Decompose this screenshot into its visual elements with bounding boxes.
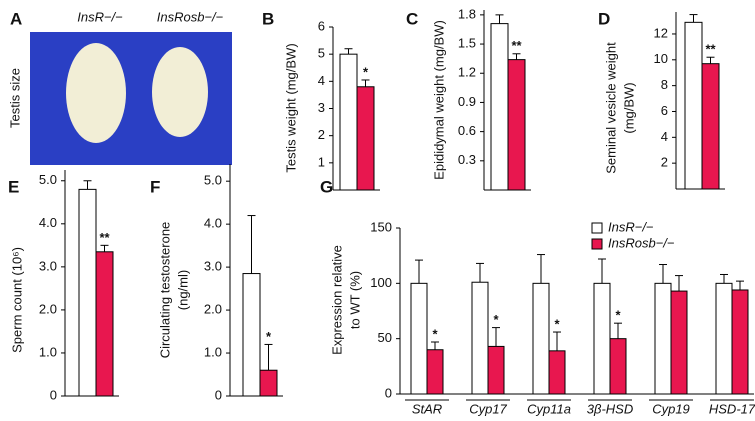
significance-mark: ** xyxy=(705,42,716,57)
y-tick-label: 8 xyxy=(661,77,668,92)
y-tick-label: 1.5 xyxy=(458,35,476,50)
bar xyxy=(78,188,97,397)
y-tick-label: 50 xyxy=(378,330,392,345)
y-tick-label: 0.6 xyxy=(458,123,476,138)
legend-label: InsRosb−/− xyxy=(608,235,675,250)
bar xyxy=(609,338,627,395)
y-tick-label: 0 xyxy=(50,387,57,402)
column-label: InsRosb−/− xyxy=(157,9,224,24)
significance-mark: ** xyxy=(511,38,522,53)
significance-mark: * xyxy=(615,308,621,323)
y-tick-label: 12 xyxy=(654,25,668,40)
y-tick-label: 6 xyxy=(661,103,668,118)
bar xyxy=(593,282,611,395)
significance-mark: * xyxy=(554,316,560,331)
panel-label: G xyxy=(320,177,333,196)
y-tick-label: 4 xyxy=(318,73,325,88)
significance-mark: * xyxy=(266,329,272,344)
x-tick-label: Cyp11a xyxy=(527,401,571,416)
y-tick-label: 10 xyxy=(654,51,668,66)
photo-ylabel: Testis size xyxy=(7,68,22,128)
bar xyxy=(507,59,526,191)
y-axis-label: Sperm count (10⁶) xyxy=(9,247,24,353)
significance-mark: * xyxy=(363,64,369,79)
bar xyxy=(654,282,672,395)
bar xyxy=(471,281,489,395)
bar xyxy=(532,282,550,395)
panel-label: F xyxy=(150,177,160,196)
y-axis-label: Circulating testosterone xyxy=(157,222,172,359)
panel-label: A xyxy=(10,9,22,28)
y-tick-label: 100 xyxy=(370,275,392,290)
y-tick-label: 0 xyxy=(385,385,392,400)
significance-mark: * xyxy=(432,326,438,341)
y-tick-label: 6 xyxy=(318,18,325,33)
y-tick-label: 5.0 xyxy=(204,173,222,188)
y-axis-label: Expression relative xyxy=(329,245,344,355)
panel-label: C xyxy=(406,9,418,28)
bar xyxy=(490,23,509,191)
bar xyxy=(701,63,720,190)
y-axis-label: Epididymal weight (mg/BW) xyxy=(431,20,446,180)
y-axis-label: (ng/ml) xyxy=(175,270,190,310)
legend-swatch xyxy=(591,222,603,234)
x-tick-label: StAR xyxy=(412,401,442,416)
column-label: InsR−/− xyxy=(77,9,123,24)
y-tick-label: 3 xyxy=(318,100,325,115)
bar xyxy=(715,282,733,395)
y-tick-label: 3.0 xyxy=(204,259,222,274)
x-tick-label: 3β-HSD xyxy=(587,401,633,416)
x-tick-label: Cyp17 xyxy=(469,401,507,416)
bar xyxy=(731,289,749,395)
y-tick-label: 150 xyxy=(370,219,392,234)
x-tick-label: HSD-17 xyxy=(709,401,755,416)
photo-testis xyxy=(66,43,126,143)
y-tick-label: 2 xyxy=(661,155,668,170)
bar xyxy=(95,251,114,397)
bar xyxy=(339,53,358,191)
y-tick-label: 0.3 xyxy=(458,152,476,167)
bar xyxy=(548,350,566,395)
y-tick-label: 1 xyxy=(318,154,325,169)
bar xyxy=(684,21,703,190)
y-axis-label: (mg/BW) xyxy=(621,82,636,133)
y-tick-label: 0 xyxy=(215,387,222,402)
x-tick-label: Cyp19 xyxy=(652,401,690,416)
bar xyxy=(487,345,505,395)
panel-label: E xyxy=(8,177,19,196)
bar xyxy=(410,282,428,395)
y-tick-label: 2 xyxy=(318,127,325,142)
y-tick-label: 3.0 xyxy=(39,258,57,273)
bar xyxy=(259,369,278,397)
y-tick-label: 4.0 xyxy=(39,215,57,230)
significance-mark: * xyxy=(493,312,499,327)
legend-swatch xyxy=(591,238,603,250)
y-tick-label: 4 xyxy=(661,129,668,144)
legend-label: InsR−/− xyxy=(608,219,654,234)
y-tick-label: 1.8 xyxy=(458,6,476,21)
y-tick-label: 2.0 xyxy=(39,301,57,316)
y-tick-label: 4.0 xyxy=(204,216,222,231)
photo-testis xyxy=(152,47,208,137)
y-tick-label: 1.0 xyxy=(204,344,222,359)
y-axis-label: Seminal vesicle weight xyxy=(603,42,618,174)
panel-label: D xyxy=(598,9,610,28)
bar xyxy=(242,273,261,397)
y-tick-label: 5 xyxy=(318,46,325,61)
y-tick-label: 1.0 xyxy=(39,344,57,359)
y-axis-label: Testis weight (mg/BW) xyxy=(283,43,298,172)
y-tick-label: 2.0 xyxy=(204,302,222,317)
y-tick-label: 1.2 xyxy=(458,65,476,80)
y-axis-label: to WT (%) xyxy=(347,271,362,329)
y-tick-label: 5.0 xyxy=(39,172,57,187)
bar xyxy=(426,349,444,395)
bar xyxy=(356,86,375,191)
panel-label: B xyxy=(262,9,274,28)
y-tick-label: 0.9 xyxy=(458,94,476,109)
bar xyxy=(670,290,688,395)
significance-mark: ** xyxy=(99,230,110,245)
